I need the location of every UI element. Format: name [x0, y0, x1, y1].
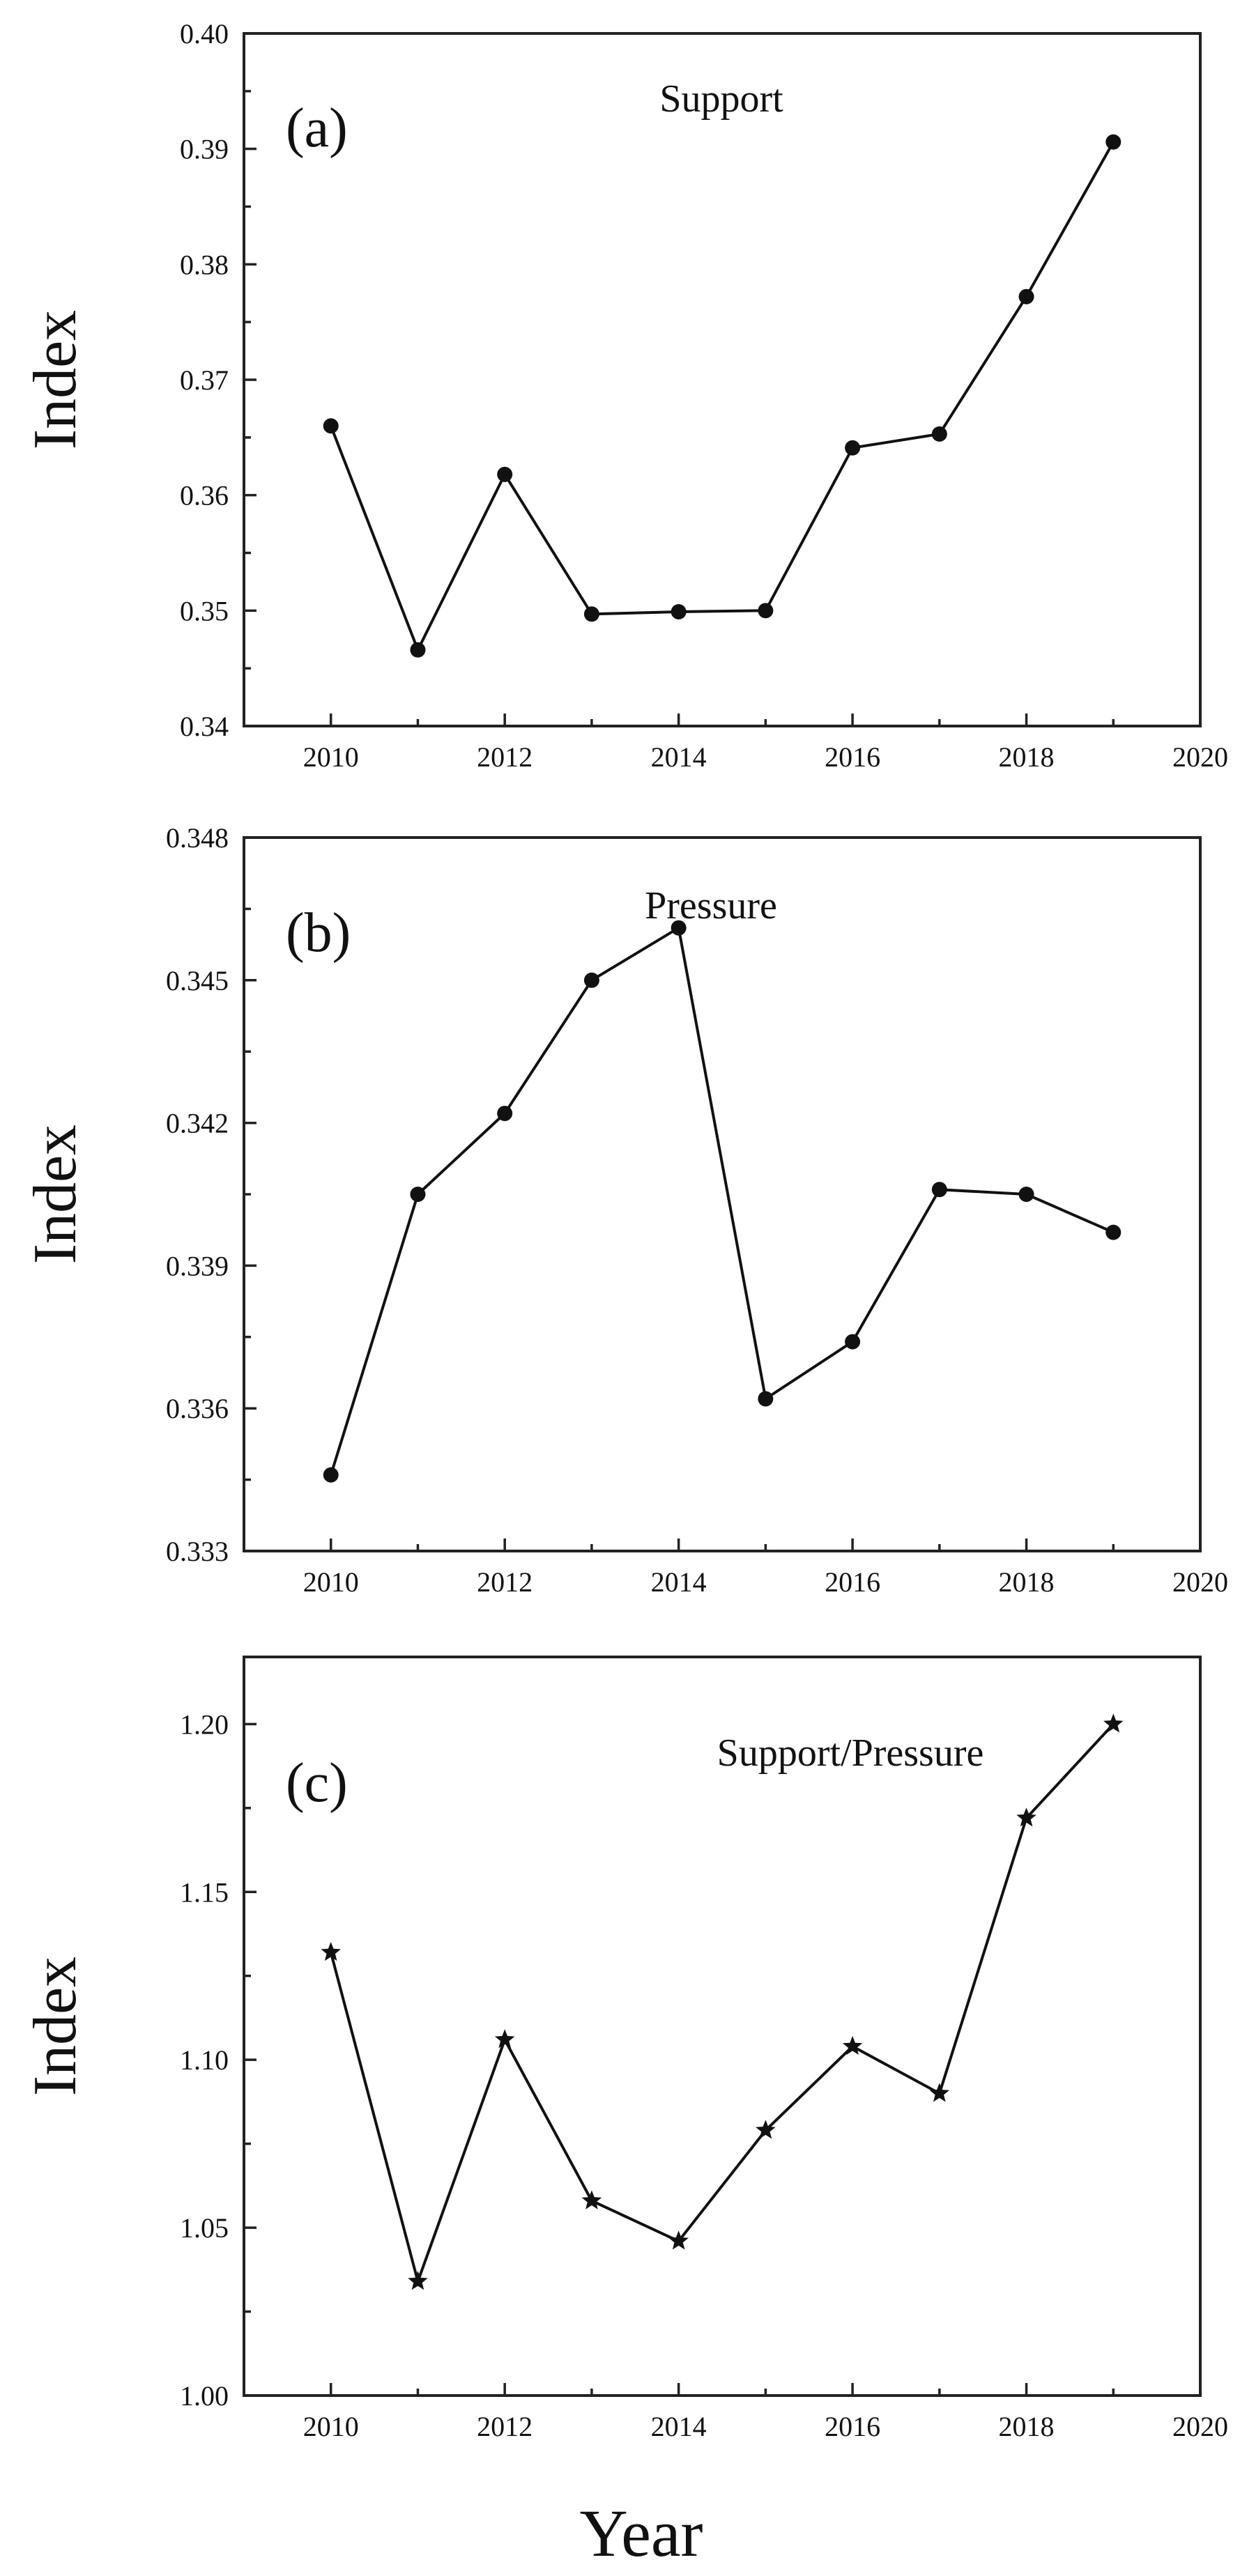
data-point-star: [929, 2083, 950, 2102]
y-tick-label: 0.333: [166, 1536, 229, 1567]
y-tick-label: 0.336: [166, 1393, 229, 1424]
y-tick-label: 1.05: [180, 2212, 229, 2244]
data-point: [1105, 134, 1122, 150]
data-point: [1018, 1187, 1034, 1202]
y-tick-label: 1.15: [180, 1876, 229, 1908]
data-point: [583, 972, 599, 988]
data-point-star: [1016, 1807, 1036, 1827]
y-tick-label: 0.36: [180, 480, 229, 511]
plot-frame: [243, 1656, 1202, 2397]
y-tick-label: 0.39: [180, 134, 229, 165]
x-tick-label: 2018: [999, 2411, 1055, 2442]
x-tick-label: 2018: [999, 1566, 1055, 1598]
panel-b: 2010 2012 2014 2016 2018 2020 0.333 0.336 0.339 0…: [22, 822, 1228, 1598]
x-tick-label: 2010: [303, 1566, 359, 1598]
data-point: [497, 1105, 513, 1121]
data-point-star: [668, 2230, 689, 2250]
data-point: [410, 642, 426, 658]
y-axis-label: Index: [22, 1957, 89, 2096]
y-tick-label: 0.348: [166, 822, 229, 854]
panel-title: Support: [659, 77, 783, 121]
y-axis-label: Index: [22, 310, 89, 449]
data-point: [1105, 1224, 1122, 1240]
panel-label: (c): [286, 1752, 348, 1814]
data-point: [931, 1182, 947, 1198]
data-point: [410, 1187, 426, 1202]
data-point: [758, 603, 774, 619]
y-tick-label: 0.37: [180, 364, 229, 396]
y-tick-label: 0.342: [166, 1108, 229, 1139]
x-tick-label: 2020: [1172, 1566, 1228, 1598]
data-point: [758, 1391, 774, 1407]
panel-label: (a): [286, 98, 348, 159]
x-tick-label: 2016: [825, 1566, 880, 1598]
data-point: [497, 466, 513, 482]
y-tick-label: 0.40: [180, 18, 229, 49]
x-tick-label: 2012: [477, 2411, 533, 2442]
x-tick-label: 2020: [1172, 2411, 1228, 2442]
y-axis-label: Index: [22, 1125, 89, 1264]
series-line: [329, 141, 1115, 651]
data-point: [671, 603, 687, 619]
y-tick-label: 1.00: [180, 2380, 229, 2412]
x-axis-title: Year: [580, 2496, 703, 2570]
x-tick-label: 2012: [477, 1566, 533, 1598]
y-tick-label: 1.10: [180, 2044, 229, 2076]
data-point: [931, 426, 947, 442]
series-line: [329, 1723, 1115, 2283]
data-point-star: [842, 2035, 863, 2055]
x-tick-label: 2014: [651, 1566, 707, 1598]
data-point-star: [581, 2190, 602, 2209]
x-tick-label: 2020: [1172, 741, 1228, 773]
y-tick-label: 0.345: [166, 965, 229, 996]
x-tick-label: 2014: [651, 741, 707, 773]
data-point: [845, 440, 861, 456]
y-tick-label: 0.34: [180, 711, 229, 742]
series-line: [329, 926, 1115, 1476]
plot-frame: [243, 32, 1202, 727]
x-tick-label: 2016: [825, 2411, 880, 2442]
data-point: [323, 418, 339, 434]
y-tick-label: 0.339: [166, 1250, 229, 1281]
data-point: [583, 606, 599, 622]
panel-c: 2010 2012 2014 2016 2018 2020 1.00 1.05 1.10 1.15…: [22, 1656, 1228, 2442]
panel-a: 2010 2012 2014 2016 2018 2020 0.34 0.35 0.36 0.37…: [22, 18, 1228, 773]
x-tick-label: 2010: [303, 2411, 359, 2442]
panels: 2010 2012 2014 2016 2018 2020 0.34 0.35 0.36 0.37…: [22, 18, 1228, 2442]
y-tick-label: 1.20: [180, 1709, 229, 1740]
data-point: [323, 1467, 339, 1483]
data-point-star: [1103, 1713, 1124, 1733]
x-tick-label: 2010: [303, 741, 359, 773]
y-tick-label: 0.35: [180, 595, 229, 626]
data-point: [845, 1334, 861, 1350]
plot-frame: [243, 836, 1202, 1552]
x-tick-label: 2016: [825, 741, 880, 773]
x-tick-label: 2018: [999, 741, 1055, 773]
data-point-star: [494, 2029, 515, 2049]
data-point-star: [408, 2271, 428, 2290]
data-point: [1018, 288, 1034, 304]
data-point-star: [321, 1942, 341, 1961]
data-point: [671, 920, 687, 936]
data-point-star: [756, 2120, 776, 2139]
panel-title: Support/Pressure: [717, 1732, 984, 1775]
panel-title: Pressure: [645, 884, 777, 927]
panel-label: (b): [286, 902, 351, 964]
x-tick-label: 2012: [477, 741, 533, 773]
y-tick-label: 0.38: [180, 249, 229, 280]
x-tick-label: 2014: [651, 2411, 707, 2442]
